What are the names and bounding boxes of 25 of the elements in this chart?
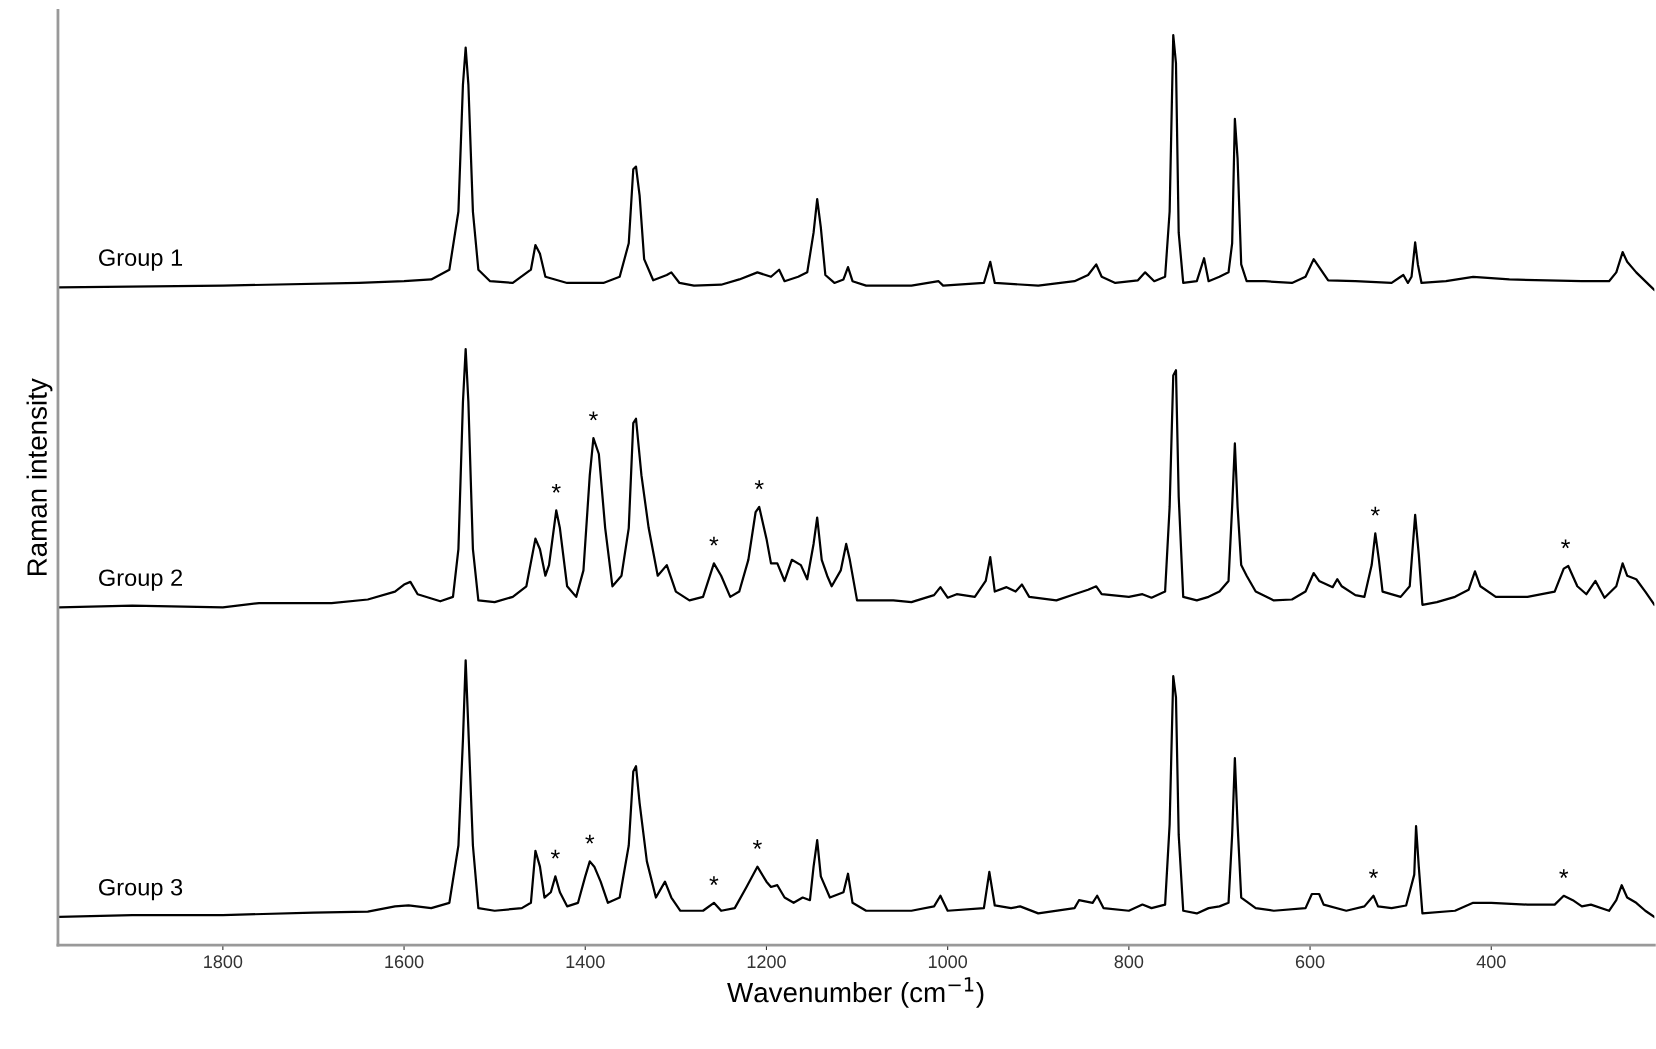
x-tick-label: 600 (1295, 955, 1325, 969)
annotation: * (1370, 506, 1380, 516)
annotation: * (1559, 869, 1569, 878)
annotation: * (550, 849, 560, 859)
x-tick-label: 1400 (566, 955, 605, 969)
x-tick-label: 400 (1476, 955, 1506, 969)
annotation: * (709, 536, 719, 546)
x-tick-label: 1000 (928, 955, 968, 969)
annotation: * (588, 411, 598, 421)
annotation: * (585, 834, 595, 844)
x-tick-label: 800 (1114, 955, 1144, 969)
series-label: Group 3 (99, 878, 183, 901)
x-tick-label: 1600 (385, 955, 424, 969)
annotation: * (754, 480, 764, 490)
series-label: Group 2 (99, 569, 182, 591)
x-tick-label: 1200 (747, 955, 786, 969)
annotation: * (1561, 539, 1571, 549)
annotation: * (1369, 869, 1378, 878)
annotation: * (752, 840, 762, 849)
x-axis-title: Wavenumber (cm$^{−1}$) (727, 977, 984, 1008)
annotation: * (709, 876, 719, 886)
y-axis-title: Raman intensity (26, 378, 53, 576)
annotation: * (551, 483, 561, 493)
series-label: Group 1 (99, 249, 183, 271)
x-tick-label: 1800 (204, 955, 243, 969)
